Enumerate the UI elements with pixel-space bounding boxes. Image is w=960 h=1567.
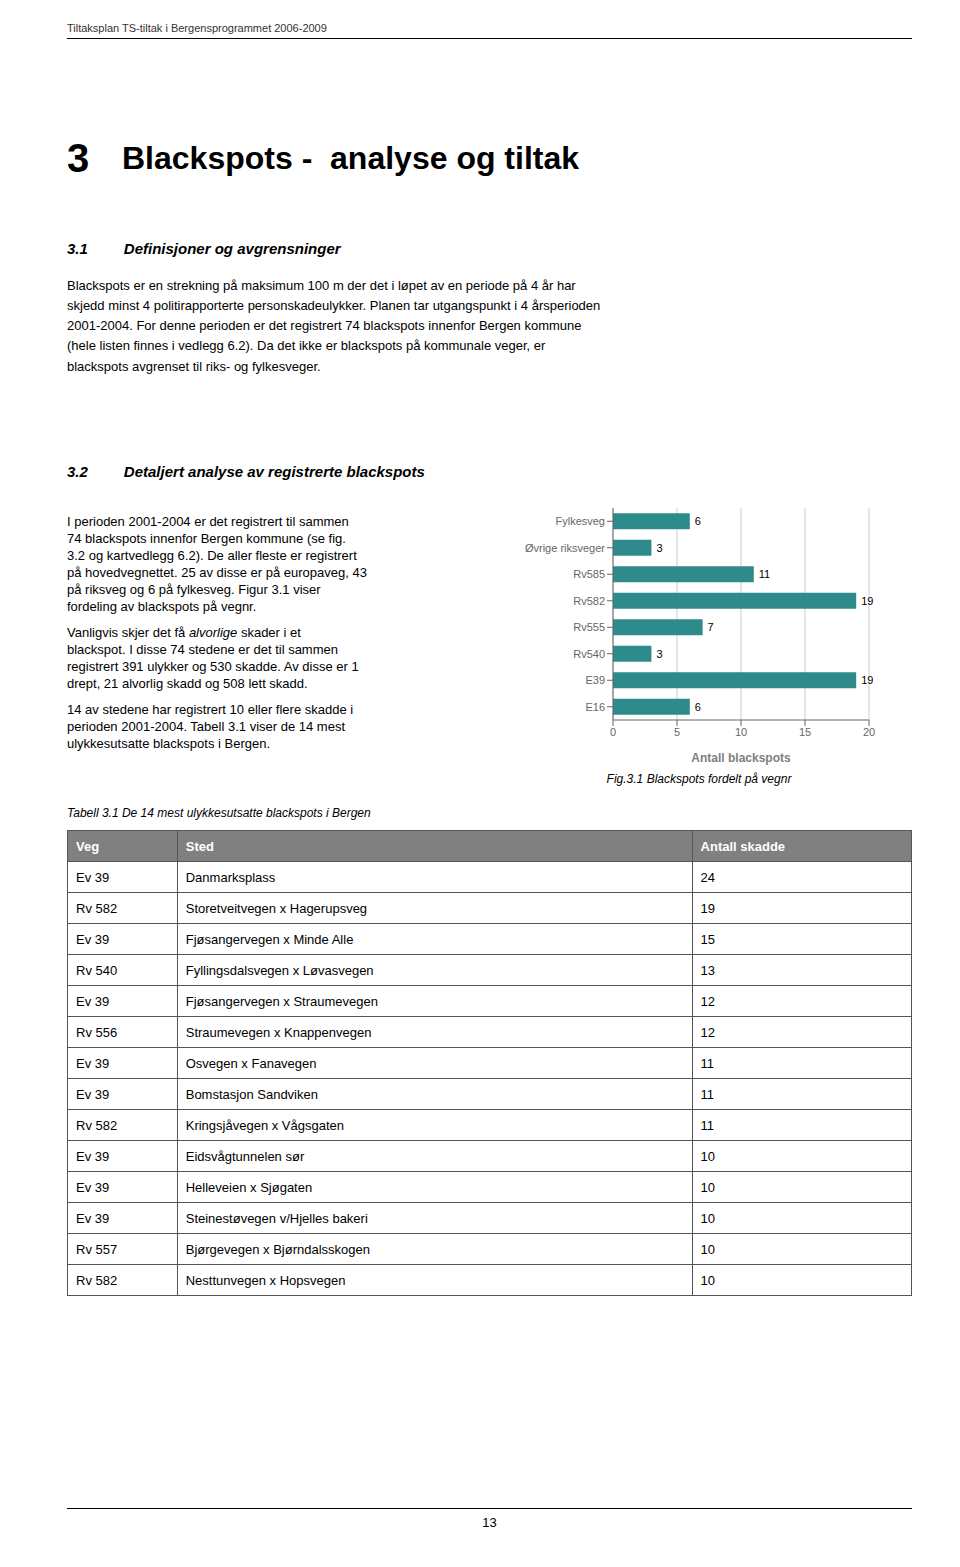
html-text:19: 19 <box>700 900 715 916</box>
svg-text:Fylkesveg: Fylkesveg <box>555 515 605 527</box>
html-text:Eidsvågtunnelen sør: Eidsvågtunnelen sør <box>185 1148 305 1164</box>
html-text:11: 11 <box>700 1055 714 1071</box>
html-text:3.2 og kartvedlegg 6.2). De al: 3.2 og kartvedlegg 6.2). De aller fleste… <box>67 548 357 563</box>
svg-text:Antall blackspots: Antall blackspots <box>691 751 791 765</box>
html-text:3: 3 <box>67 136 90 180</box>
html-text:Nesttunvegen x Hopsvegen: Nesttunvegen x Hopsvegen <box>185 1272 346 1288</box>
html-text:Fyllingsdalsvegen x Løvasvegen: Fyllingsdalsvegen x Løvasvegen <box>185 962 374 978</box>
html-text:Definisjoner og avgrensninger: Definisjoner og avgrensninger <box>123 240 341 257</box>
html-text:Detaljert analyse av registrer: Detaljert analyse av registrerte blacksp… <box>123 463 425 480</box>
html-text:Osvegen x Fanavegen: Osvegen x Fanavegen <box>185 1055 317 1071</box>
svg-text:Rv555: Rv555 <box>573 621 605 633</box>
svg-text:7: 7 <box>708 621 714 633</box>
html-text:Fjøsangervegen x Minde Alle: Fjøsangervegen x Minde Alle <box>185 931 354 947</box>
svg-text:19: 19 <box>861 674 873 686</box>
html-text:10: 10 <box>700 1148 715 1164</box>
html-text:fordeling av blackspots på veg: fordeling av blackspots på vegnr. <box>67 599 257 614</box>
html-text:Rv 557: Rv 557 <box>76 1241 118 1257</box>
svg-text:3: 3 <box>656 542 662 554</box>
html-text:Bjørgevegen x Bjørndalsskogen: Bjørgevegen x Bjørndalsskogen <box>185 1241 370 1257</box>
html-text:perioden 2001-2004. Tabell 3.1: perioden 2001-2004. Tabell 3.1 viser de … <box>67 719 345 734</box>
html-text:på riksveg og 6 på fylkesveg.: på riksveg og 6 på fylkesveg. Figur 3.1 … <box>67 582 321 597</box>
svg-text:15: 15 <box>799 726 811 738</box>
html-text:Ev 39: Ev 39 <box>76 1055 110 1071</box>
html-text:Fig.3.1 Blackspots fordelt på: Fig.3.1 Blackspots fordelt på vegnr <box>606 772 792 786</box>
html-text:Storetveitvegen x Hagerupsveg: Storetveitvegen x Hagerupsveg <box>185 900 368 916</box>
html-text:10: 10 <box>700 1241 715 1257</box>
svg-text:6: 6 <box>695 515 701 527</box>
svg-text:6: 6 <box>695 701 701 713</box>
html-text:12: 12 <box>700 1024 715 1040</box>
svg-text:10: 10 <box>735 726 747 738</box>
html-text:Tiltaksplan TS-tiltak i Bergen: Tiltaksplan TS-tiltak i Bergensprogramme… <box>67 22 327 34</box>
html-text:Fjøsangervegen x Straumevegen: Fjøsangervegen x Straumevegen <box>185 993 378 1009</box>
html-text:Antall skadde: Antall skadde <box>700 838 786 854</box>
html-text:Kringsjåvegen x Vågsgaten: Kringsjåvegen x Vågsgaten <box>185 1117 344 1133</box>
svg-text:Rv540: Rv540 <box>573 648 605 660</box>
html-text:ulykkesutsatte blackspots i Be: ulykkesutsatte blackspots i Bergen. <box>67 736 271 751</box>
svg-text:E16: E16 <box>585 701 605 713</box>
html-text:14 av stedene har registrert 1: 14 av stedene har registrert 10 eller fl… <box>67 702 354 717</box>
html-text:Vanligvis skjer det få alvorli: Vanligvis skjer det få alvorlige skader … <box>67 625 301 640</box>
svg-text:19: 19 <box>861 595 873 607</box>
html-text:Sted: Sted <box>185 838 214 854</box>
html-text:drept, 21 alvorlig skadd og 50: drept, 21 alvorlig skadd og 508 lett ska… <box>67 676 308 691</box>
svg-text:3: 3 <box>656 648 662 660</box>
html-text:Ev 39: Ev 39 <box>76 1148 110 1164</box>
html-text:Rv 582: Rv 582 <box>76 1272 118 1288</box>
html-text:Ev 39: Ev 39 <box>76 869 110 885</box>
html-text:Steinestøvegen v/Hjelles baker: Steinestøvegen v/Hjelles bakeri <box>185 1210 368 1226</box>
html-text:15: 15 <box>700 931 715 947</box>
html-text:Bomstasjon Sandviken: Bomstasjon Sandviken <box>185 1086 318 1102</box>
html-text:3.2: 3.2 <box>67 463 88 480</box>
html-text:Rv 582: Rv 582 <box>76 900 118 916</box>
svg-text:Rv582: Rv582 <box>573 595 605 607</box>
html-text:13: 13 <box>700 962 715 978</box>
html-text:10: 10 <box>700 1179 715 1195</box>
svg-text:Rv585: Rv585 <box>573 568 605 580</box>
svg-text:E39: E39 <box>585 674 605 686</box>
html-text:74 blackspots innenfor Bergen: 74 blackspots innenfor Bergen kommune (s… <box>67 531 346 546</box>
html-text:11: 11 <box>700 1117 714 1133</box>
svg-text:5: 5 <box>674 726 680 738</box>
html-text:13: 13 <box>482 1515 497 1530</box>
html-text:Ev 39: Ev 39 <box>76 993 110 1009</box>
html-text:I perioden 2001-2004 er det re: I perioden 2001-2004 er det registrert t… <box>67 514 349 529</box>
html-text:Ev 39: Ev 39 <box>76 1179 110 1195</box>
html-text:Helleveien x Sjøgaten: Helleveien x Sjøgaten <box>185 1179 313 1195</box>
html-text:Rv 582: Rv 582 <box>76 1117 118 1133</box>
html-text:Blackspots er en strekning på: Blackspots er en strekning på maksimum 1… <box>67 278 601 374</box>
html-text:Tabell 3.1 De 14 mest ulykkesu: Tabell 3.1 De 14 mest ulykkesutsatte bla… <box>67 806 371 820</box>
html-text:12: 12 <box>700 993 715 1009</box>
html-text:Rv 540: Rv 540 <box>76 962 118 978</box>
html-text:Ev 39: Ev 39 <box>76 1210 110 1226</box>
html-text:blackspot. I disse 74 stedene: blackspot. I disse 74 stedene er det til… <box>67 642 338 657</box>
html-text:på hovedvegnettet. 25 av disse: på hovedvegnettet. 25 av disse er på eur… <box>67 565 367 580</box>
html-text:Rv 556: Rv 556 <box>76 1024 118 1040</box>
html-text:Blackspots - analyse og tiltak: Blackspots - analyse og tiltak <box>122 140 579 176</box>
svg-text:Øvrige riksveger: Øvrige riksveger <box>525 542 605 554</box>
html-text:10: 10 <box>700 1272 715 1288</box>
html-text:24: 24 <box>700 869 715 885</box>
html-text:Ev 39: Ev 39 <box>76 931 110 947</box>
svg-text:11: 11 <box>759 568 770 580</box>
svg-text:0: 0 <box>610 726 616 738</box>
svg-text:20: 20 <box>863 726 875 738</box>
html-text:Veg: Veg <box>76 838 100 854</box>
html-text:registrert 391 ulykker og 530: registrert 391 ulykker og 530 skadde. Av… <box>67 659 359 674</box>
html-text:10: 10 <box>700 1210 715 1226</box>
html-text:11: 11 <box>700 1086 714 1102</box>
html-text:Straumevegen x Knappenvegen: Straumevegen x Knappenvegen <box>185 1024 372 1040</box>
html-text:Danmarksplass: Danmarksplass <box>185 869 276 885</box>
html-text:Ev 39: Ev 39 <box>76 1086 110 1102</box>
html-text:3.1: 3.1 <box>67 240 88 257</box>
